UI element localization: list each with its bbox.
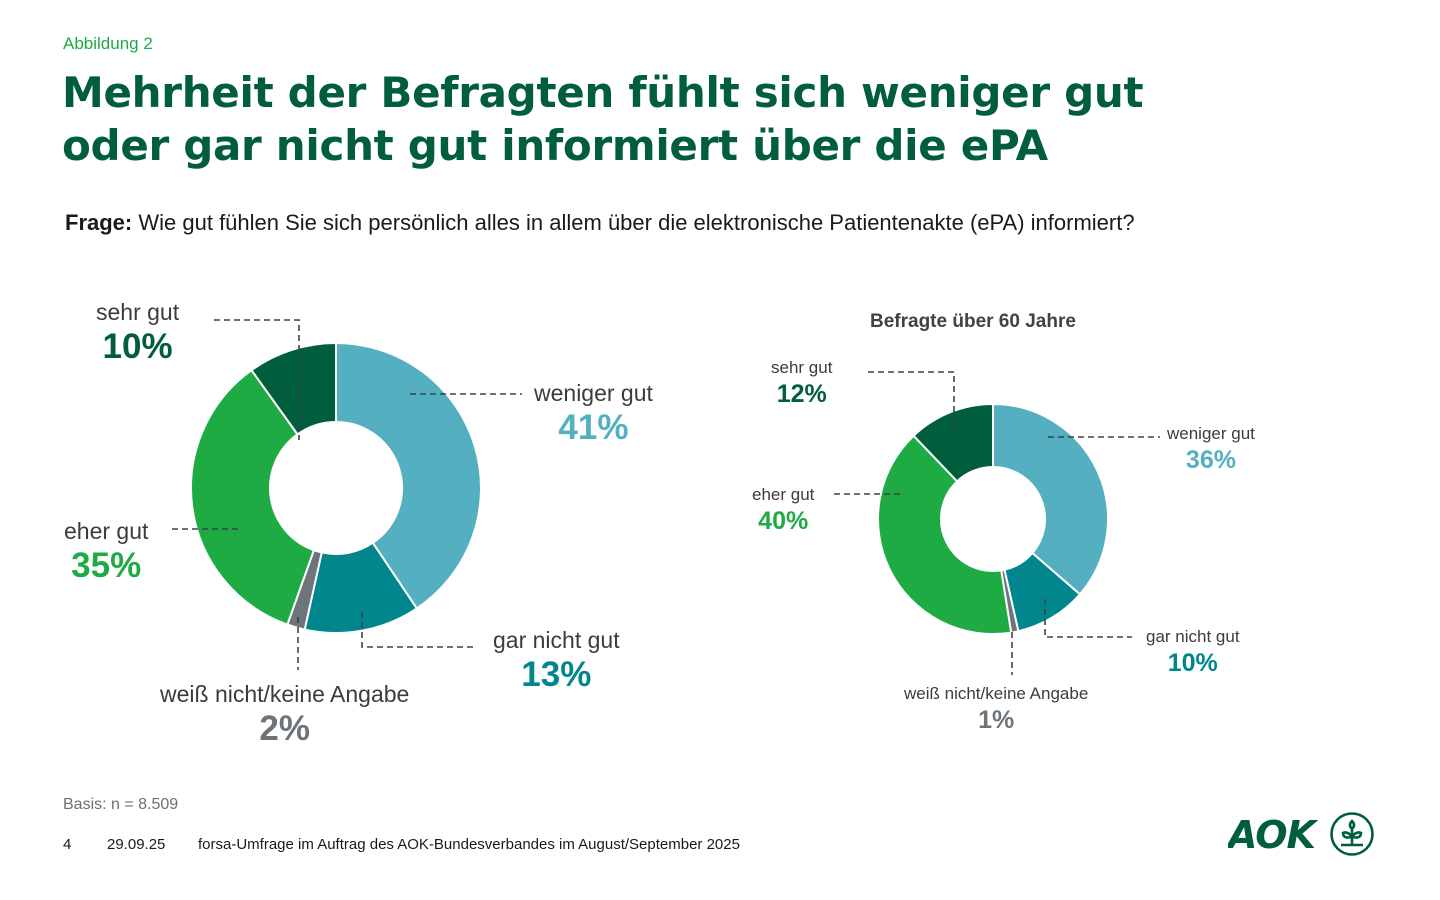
donut-slice-sehr-gut xyxy=(912,402,994,483)
donut-slice-sehr-gut xyxy=(250,341,337,436)
donut-slice-weniger-gut xyxy=(335,341,482,610)
category-label: weniger gut xyxy=(534,380,653,406)
tree-icon xyxy=(1330,812,1374,856)
value-label: 40% xyxy=(758,507,809,535)
value-label: 2% xyxy=(259,709,310,748)
survey-question: Frage: Wie gut fühlen Sie sich persönlic… xyxy=(65,210,1135,236)
label-all-weiss-nicht: weiß nicht/keine Angabe 2% xyxy=(160,680,409,750)
question-text: Wie gut fühlen Sie sich persönlich alles… xyxy=(138,210,1135,235)
donut-slice-eher-gut xyxy=(877,434,1013,635)
value-label: 10% xyxy=(102,327,173,366)
donut-slice-eher-gut xyxy=(190,368,316,626)
value-label: 12% xyxy=(776,380,827,408)
category-label: weniger gut xyxy=(1167,424,1255,443)
aok-logo: AOK xyxy=(1228,812,1374,857)
sample-basis: Basis: n = 8.509 xyxy=(63,796,179,813)
value-label: 36% xyxy=(1185,446,1236,474)
label-all-gar-nicht-gut: gar nicht gut 13% xyxy=(493,626,620,696)
value-label: 1% xyxy=(978,706,1015,734)
donut-chart-over-60 xyxy=(877,402,1109,635)
leader-all-sehr-gut xyxy=(214,319,300,440)
title-line-1: Mehrheit der Befragten fühlt sich wenige… xyxy=(62,68,1144,117)
footer-date: 29.09.25 xyxy=(107,836,166,853)
label-all-weniger-gut: weniger gut 41% xyxy=(534,379,653,449)
category-label: eher gut xyxy=(752,485,815,504)
category-label: weiß nicht/keine Angabe xyxy=(904,684,1089,703)
page-title: Mehrheit der Befragten fühlt sich wenige… xyxy=(62,66,1262,172)
label-60-sehr-gut: sehr gut 12% xyxy=(771,357,832,410)
category-label: gar nicht gut xyxy=(493,627,620,653)
category-label: eher gut xyxy=(64,518,149,544)
value-label: 13% xyxy=(521,655,592,694)
label-60-weiss-nicht: weiß nicht/keine Angabe 1% xyxy=(904,683,1088,736)
figure-label: Abbildung 2 xyxy=(63,34,153,53)
value-label: 35% xyxy=(71,546,142,585)
question-label: Frage: xyxy=(65,210,133,235)
category-label: weiß nicht/keine Angabe xyxy=(160,681,410,707)
value-label: 41% xyxy=(558,408,629,447)
chart-subtitle-over-60: Befragte über 60 Jahre xyxy=(870,311,1076,332)
label-all-eher-gut: eher gut 35% xyxy=(64,517,148,587)
label-60-weniger-gut: weniger gut 36% xyxy=(1167,423,1255,476)
leader-all-gar-nicht-gut xyxy=(361,612,474,648)
page-number: 4 xyxy=(63,836,72,853)
category-label: gar nicht gut xyxy=(1146,627,1240,646)
leader-60-gar-nicht-gut xyxy=(1044,599,1132,638)
label-60-eher-gut: eher gut 40% xyxy=(752,484,814,537)
footer-source: forsa-Umfrage im Auftrag des AOK-Bundesv… xyxy=(198,836,740,853)
aok-logo-text: AOK xyxy=(1228,813,1319,857)
title-line-2: oder gar nicht gut informiert über die e… xyxy=(62,121,1048,170)
value-label: 10% xyxy=(1167,649,1218,677)
leader-60-sehr-gut xyxy=(868,371,955,430)
donut-chart-all xyxy=(190,341,482,634)
leader-lines xyxy=(172,319,1160,675)
category-label: sehr gut xyxy=(771,358,833,377)
category-label: sehr gut xyxy=(96,299,180,325)
donut-slice-weniger-gut xyxy=(992,402,1109,596)
label-all-sehr-gut: sehr gut 10% xyxy=(96,298,179,368)
label-60-gar-nicht-gut: gar nicht gut 10% xyxy=(1146,626,1240,679)
